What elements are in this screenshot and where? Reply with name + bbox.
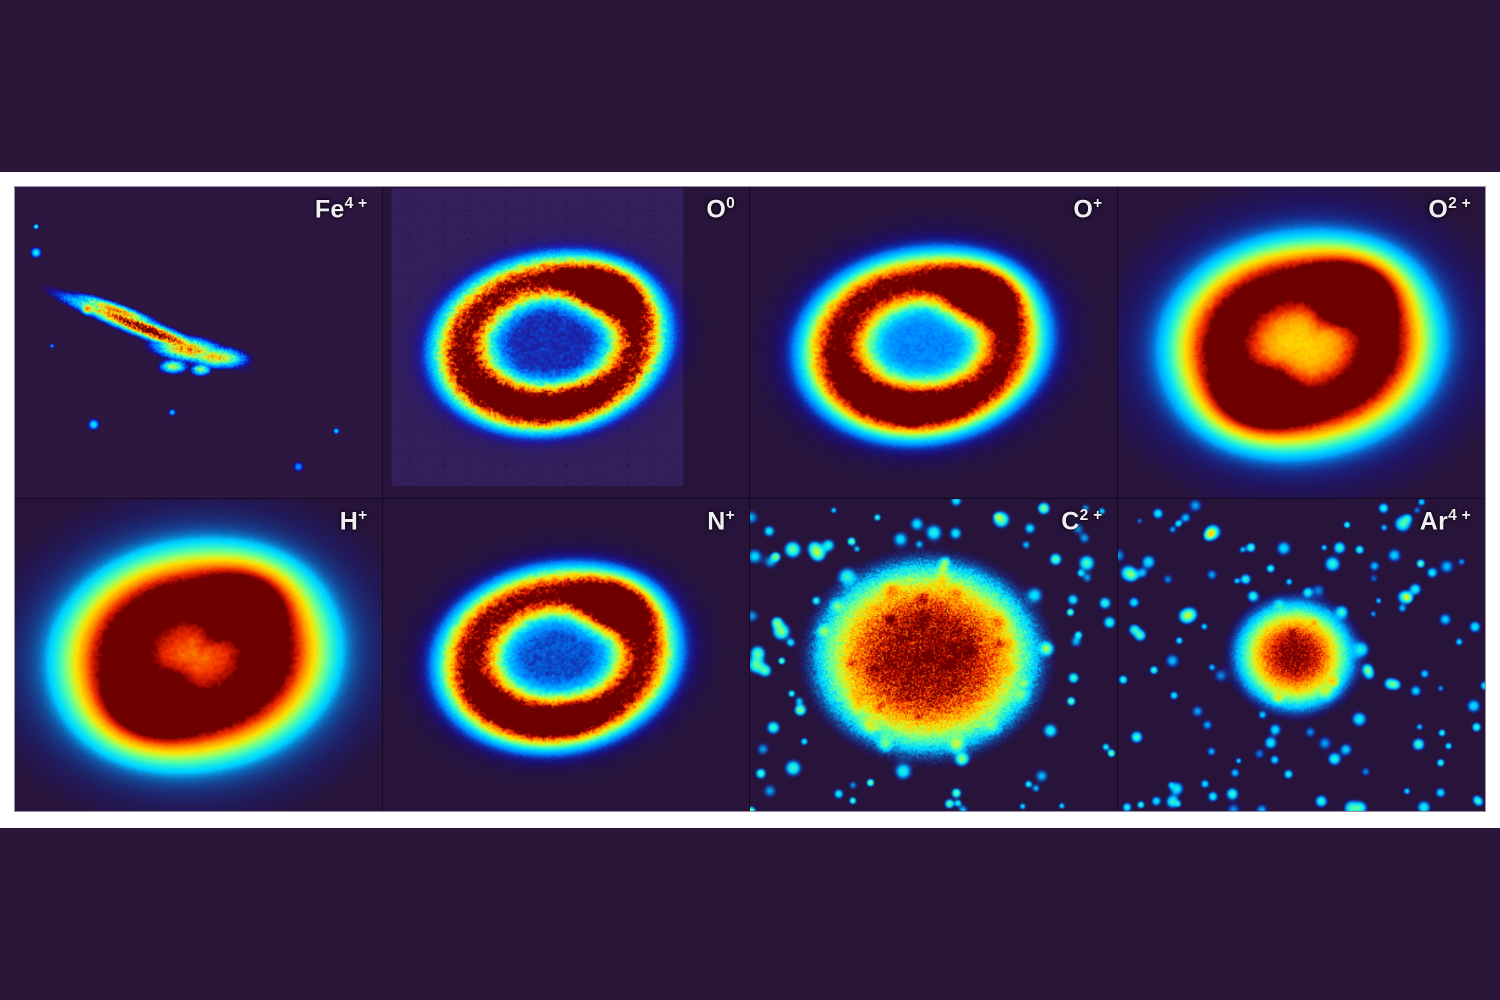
ion-map-panel-n1: N+: [382, 499, 750, 811]
panel-label-o1: O+: [1073, 196, 1102, 222]
ion-map-panel-c2: C2 +: [750, 499, 1118, 811]
emission-map-image-n1: [382, 499, 749, 811]
ion-map-panel-fe4: Fe4 +: [15, 187, 383, 499]
panel-label-charge-n1: +: [725, 507, 735, 524]
panel-label-element-o2: O: [1428, 195, 1449, 224]
panel-label-charge-o2: 2 +: [1448, 195, 1471, 212]
panel-label-c2: C2 +: [1061, 508, 1102, 534]
panel-label-charge-h1: +: [358, 507, 368, 524]
panel-label-n1: N+: [707, 508, 735, 534]
ion-map-panel-o0: O0: [382, 187, 750, 499]
panel-label-charge-o1: +: [1093, 195, 1103, 212]
emission-map-image-c2: [750, 499, 1117, 811]
emission-map-image-o1: [750, 187, 1117, 498]
panel-label-element-ar4: Ar: [1419, 507, 1449, 536]
panel-label-element-fe4: Fe: [314, 195, 345, 224]
panel-label-fe4: Fe4 +: [315, 196, 368, 222]
panel-label-o2: O2 +: [1428, 196, 1471, 222]
panel-label-charge-fe4: 4 +: [344, 195, 368, 212]
panel-label-charge-o0: 0: [726, 195, 735, 212]
panel-label-element-n1: N: [707, 507, 726, 536]
panel-label-charge-c2: 2 +: [1079, 507, 1103, 524]
panel-label-charge-ar4: 4 +: [1448, 507, 1471, 524]
emission-map-image-ar4: [1117, 499, 1485, 811]
panel-label-h1: H+: [340, 508, 368, 534]
ion-map-panel-o2: O2 +: [1117, 187, 1485, 499]
ion-map-panel-h1: H+: [15, 499, 383, 811]
ion-map-panel-ar4: Ar4 +: [1117, 499, 1485, 811]
emission-map-image-o2: [1117, 187, 1485, 498]
emission-map-image-h1: [15, 499, 382, 811]
panel-label-element-h1: H: [339, 507, 359, 536]
ion-map-panel-o1: O+: [750, 187, 1118, 499]
panel-label-ar4: Ar4 +: [1420, 508, 1471, 534]
panel-label-element-o1: O: [1073, 195, 1094, 224]
ion-map-figure: Fe4 + O0 O+ O2 + H+ N+ C2 + Ar4 +: [14, 186, 1486, 812]
panel-label-o0: O0: [706, 196, 735, 222]
panel-label-element-o0: O: [706, 195, 727, 224]
emission-map-image-o0: [382, 187, 749, 498]
panel-label-element-c2: C: [1061, 507, 1080, 536]
emission-map-image-fe4: [15, 187, 382, 498]
